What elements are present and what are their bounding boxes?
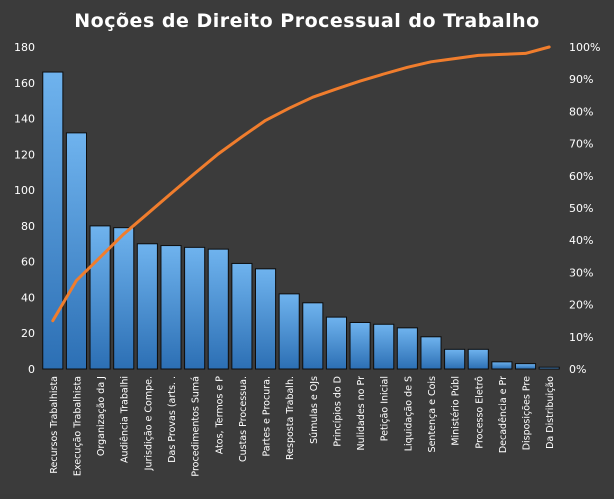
bar [136,243,158,370]
bar [231,262,253,370]
left-tick-label: 140 [14,113,35,126]
bar [278,293,300,370]
left-tick-label: 100 [14,184,35,197]
bar [65,132,87,370]
bar [467,348,489,370]
bars [42,71,560,370]
right-tick-label: 60% [569,170,593,183]
left-tick-label: 120 [14,148,35,161]
bar [491,361,513,370]
bar [113,227,135,370]
category-label: Princípios do D [332,376,343,447]
right-tick-label: 30% [569,266,593,279]
left-tick-label: 80 [21,220,35,233]
right-tick-label: 20% [569,299,593,312]
left-tick-label: 0 [28,363,35,376]
right-tick-label: 100% [569,41,600,54]
category-label: Disposições Pre [522,376,533,450]
cumulative-percent-line [51,45,551,323]
category-label: Liquidação de S [403,376,414,451]
right-axis-ticks: 0% 10% 20% 30% 40% 50% 60% 70% 80% 90% 100% [569,41,600,376]
category-label: Jurisdição e Compe. [143,376,154,471]
category-label: Nulidades no Pr [356,376,367,451]
category-label: Das Provas (arts. . [167,376,178,463]
category-label: Da Distribuição [545,376,556,449]
category-label: Organização da J [96,376,107,456]
right-tick-label: 0% [569,363,586,376]
category-label: Audiência Trabalhi [120,376,131,463]
bar [349,321,371,370]
bar [207,248,229,370]
right-tick-label: 10% [569,331,593,344]
category-label: Custas Processua. [238,376,249,462]
category-label: Decadência e Pr [498,376,509,453]
bar [538,366,560,370]
bar [89,225,111,370]
category-label: Processo Eletrô [474,376,485,449]
bar [184,246,206,370]
left-tick-label: 20 [21,327,35,340]
bar [515,363,537,370]
bar [302,302,324,370]
right-tick-label: 40% [569,234,593,247]
right-tick-label: 50% [569,202,593,215]
category-label: Procedimentos Sumá [191,376,202,477]
right-tick-label: 90% [569,73,593,86]
category-label: Súmulas e OJs [309,376,320,444]
cumulative-line-layer [51,45,551,323]
category-label: Execução Trabalhista [72,376,83,476]
bar [160,245,182,370]
right-tick-label: 80% [569,105,593,118]
right-tick-label: 70% [569,138,593,151]
bar [373,323,395,370]
left-tick-label: 60 [21,256,35,269]
bar [396,327,418,370]
bar [325,316,347,370]
bar [444,348,466,370]
bar [420,336,442,370]
chart-title: Noções de Direito Processual do Trabalho [74,10,539,32]
bar [42,71,64,370]
bar [255,268,277,370]
category-labels: Recursos Trabalhista Execução Trabalhista… [49,376,556,477]
left-tick-label: 180 [14,41,35,54]
category-label: Sentença e Cois [427,376,438,453]
left-axis-ticks: 0 20 40 60 80 100 120 140 160 180 [14,41,35,376]
category-label: Partes e Procura. [262,376,273,457]
category-label: Petição Inicial [380,376,391,441]
left-tick-label: 40 [21,291,35,304]
category-label: Resposta Trabalh. [285,376,296,460]
category-label: Ministério Públ [451,376,462,446]
category-label: Atos, Termos e P [214,376,225,455]
left-tick-label: 160 [14,77,35,90]
category-label: Recursos Trabalhista [49,376,60,474]
